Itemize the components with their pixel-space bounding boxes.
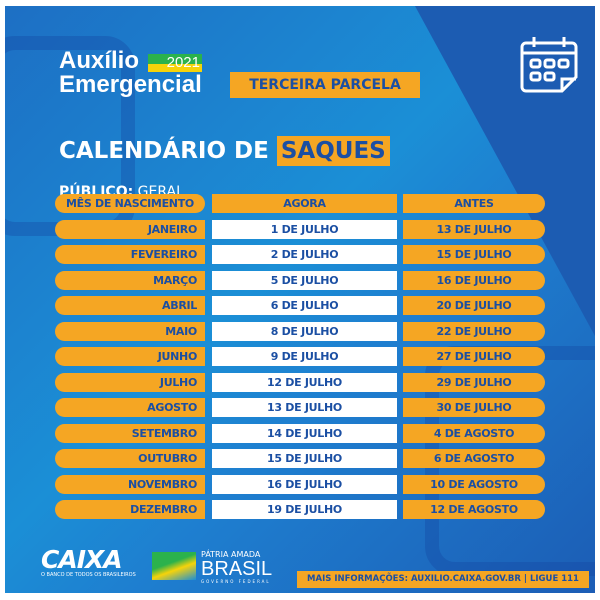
birth-month-cell: ABRIL (55, 296, 205, 316)
patria-amada: PÁTRIA AMADA (201, 550, 261, 559)
birth-month-cell: OUTUBRO (55, 449, 205, 469)
title-highlight: SAQUES (276, 136, 390, 166)
antes-date-cell: 4 DE AGOSTO (403, 423, 545, 443)
birth-month-cell: SETEMBRO (55, 423, 205, 443)
brand-emergencial: Emergencial (59, 71, 202, 98)
antes-date-cell: 16 DE JULHO (403, 270, 545, 290)
birth-month-cell: DEZEMBRO (55, 499, 205, 519)
agora-date-cell: 6 DE JULHO (212, 296, 397, 316)
agora-date-cell: 9 DE JULHO (212, 347, 397, 367)
antes-date-cell: 6 DE AGOSTO (403, 449, 545, 469)
agora-date-cell: 14 DE JULHO (212, 423, 397, 443)
agora-date-cell: 19 DE JULHO (212, 499, 397, 519)
agora-date-cell: 15 DE JULHO (212, 449, 397, 469)
brasil-flag-logo (152, 552, 196, 580)
calendar-icon (520, 37, 578, 93)
agora-date-cell: 1 DE JULHO (212, 220, 397, 239)
brand-auxilio: Auxílio (59, 47, 140, 74)
birth-month-cell: JUNHO (55, 347, 205, 367)
parcela-label: TERCEIRA PARCELA (230, 72, 420, 98)
antes-date-cell: 29 DE JULHO (403, 372, 545, 392)
birth-month-cell: MAIO (55, 321, 205, 341)
page-title: CALENDÁRIO DE SAQUES (59, 136, 390, 166)
caixa-tagline: O BANCO DE TODOS OS BRASILEIROS (41, 572, 136, 578)
agora-date-cell: 16 DE JULHO (212, 474, 397, 494)
caixa-logo: CAIXA (41, 545, 123, 574)
agora-date-cell: 8 DE JULHO (212, 321, 397, 341)
antes-date-cell: 15 DE JULHO (403, 245, 545, 265)
agora-date-cell: 5 DE JULHO (212, 270, 397, 290)
title-prefix: CALENDÁRIO DE (59, 138, 269, 164)
column-header: AGORA (212, 194, 397, 213)
column-header: MÊS DE NASCIMENTO (55, 194, 205, 213)
antes-date-cell: 22 DE JULHO (403, 321, 545, 341)
agora-date-cell: 2 DE JULHO (212, 245, 397, 265)
antes-date-cell: 10 DE AGOSTO (403, 474, 545, 494)
brasil-logo: BRASIL (201, 558, 273, 580)
birth-month-cell: AGOSTO (55, 398, 205, 418)
birth-month-cell: JULHO (55, 372, 205, 392)
agora-date-cell: 13 DE JULHO (212, 398, 397, 418)
column-header: ANTES (403, 194, 545, 213)
antes-date-cell: 13 DE JULHO (403, 220, 545, 239)
more-info: MAIS INFORMAÇÕES: AUXILIO.CAIXA.GOV.BR |… (297, 571, 589, 588)
agora-date-cell: 12 DE JULHO (212, 372, 397, 392)
antes-date-cell: 12 DE AGOSTO (403, 499, 545, 519)
birth-month-cell: MARÇO (55, 270, 205, 290)
antes-date-cell: 27 DE JULHO (403, 347, 545, 367)
birth-month-cell: NOVEMBRO (55, 474, 205, 494)
year-badge: 2021 (148, 54, 202, 72)
birth-month-cell: JANEIRO (55, 220, 205, 239)
antes-date-cell: 20 DE JULHO (403, 296, 545, 316)
birth-month-cell: FEVEREIRO (55, 245, 205, 265)
infographic: Auxílio 2021 Emergencial TERCEIRA PARCEL… (5, 6, 595, 593)
antes-date-cell: 30 DE JULHO (403, 398, 545, 418)
governo-federal: GOVERNO FEDERAL (201, 579, 271, 584)
